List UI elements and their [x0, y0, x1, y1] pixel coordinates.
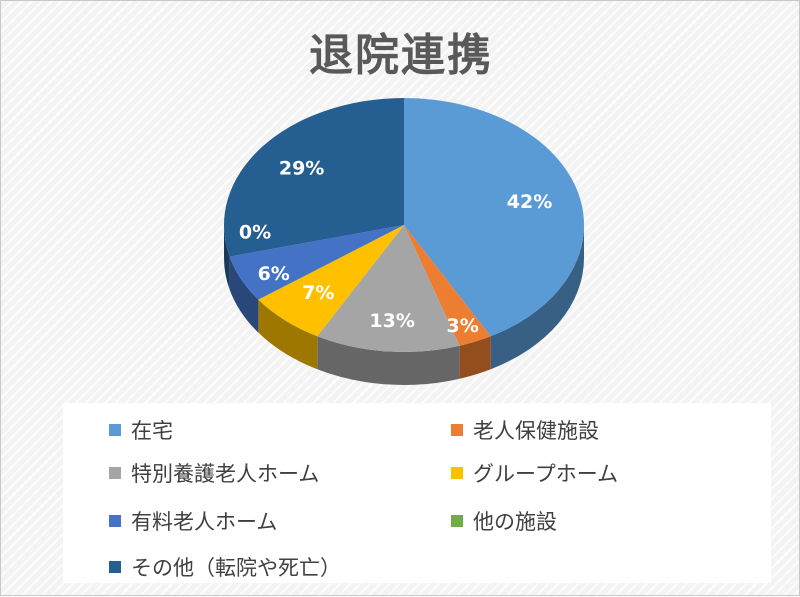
legend-swatch: [109, 561, 121, 573]
legend-label: 他の施設: [473, 510, 557, 534]
pie-slices: [223, 98, 584, 352]
data-label-6: 29%: [279, 157, 324, 179]
legend-label: グループホーム: [473, 462, 619, 486]
legend-item-zaitaku: 在宅: [109, 415, 173, 445]
pie-side-walls: [224, 225, 585, 385]
legend-swatch: [109, 424, 121, 436]
legend-label: 特別養護老人ホーム: [131, 462, 320, 486]
pie-slice-4: [229, 225, 404, 300]
pie-slice-0: [404, 98, 584, 337]
pie-slice-6: [223, 98, 404, 257]
legend-label: 老人保健施設: [473, 419, 599, 443]
legend-swatch: [109, 467, 121, 479]
legend-item-roken: 老人保健施設: [451, 415, 599, 445]
data-label-2: 13%: [369, 310, 414, 332]
legend-swatch: [451, 515, 463, 527]
data-label-3: 7%: [302, 282, 334, 304]
pie-side-3: [258, 299, 318, 370]
legend-swatch: [451, 424, 463, 436]
pie-slice-3: [258, 225, 404, 337]
legend-item-tokuyou: 特別養護老人ホーム: [109, 458, 319, 488]
pie-side-2: [317, 336, 460, 385]
pie-slice-1: [404, 225, 491, 346]
pie-side-0: [490, 225, 585, 370]
legend-label: その他（転院や死亡）: [131, 556, 341, 580]
legend-item-yuryou: 有料老人ホーム: [109, 506, 277, 536]
legend-swatch: [109, 515, 121, 527]
pie-data-labels: 42% 3% 13% 7% 6% 0% 29%: [239, 157, 552, 337]
legend-label: 有料老人ホーム: [131, 510, 278, 534]
data-label-0: 42%: [507, 191, 552, 213]
data-label-1: 3%: [446, 315, 478, 337]
legend: 在宅 老人保健施設 特別養護老人ホーム グループホーム 有料老人ホーム 他の施設…: [63, 403, 771, 583]
data-label-5: 0%: [239, 221, 271, 243]
pie-side-4: [229, 256, 259, 333]
legend-swatch: [451, 467, 463, 479]
pie-slice-2: [317, 225, 460, 352]
legend-item-grouphome: グループホーム: [451, 458, 618, 488]
legend-item-other-facility: 他の施設: [451, 506, 557, 536]
pie-side-6: [224, 225, 230, 290]
chart-title: 退院連携: [309, 30, 493, 81]
data-label-4: 6%: [258, 263, 290, 285]
legend-label: 在宅: [131, 419, 173, 443]
legend-item-other: その他（転院や死亡）: [109, 552, 341, 582]
pie-side-1: [459, 336, 491, 379]
